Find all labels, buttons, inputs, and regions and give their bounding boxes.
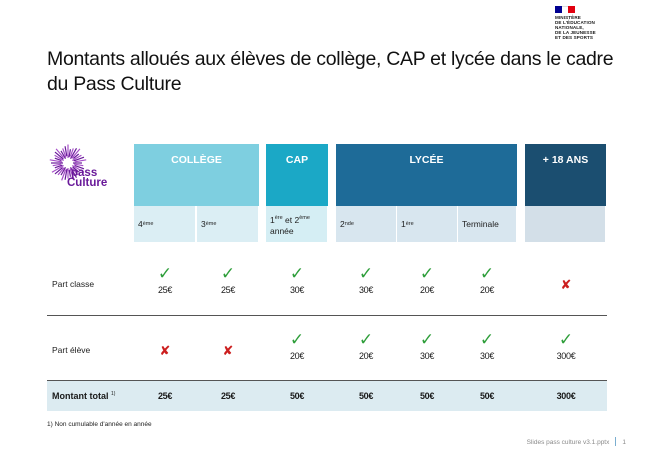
row-divider: [47, 315, 607, 316]
pass-culture-logo-icon: [49, 144, 87, 181]
level-2nde: 2 nde: [336, 206, 397, 242]
amount-value: 300€: [556, 351, 576, 361]
header-cap: CAP: [266, 144, 328, 206]
level-3eme-number: 3: [201, 219, 206, 229]
level-plus18-empty: [525, 206, 606, 242]
amount-value: 30€: [419, 351, 435, 361]
ministry-name: MINISTÈRE DE L'ÉDUCATION NATIONALE, DE L…: [555, 15, 596, 41]
amount-value: 30€: [289, 285, 305, 295]
check-icon: ✓: [220, 264, 236, 283]
row-divider: [47, 380, 607, 381]
pass-culture-logo-text: pass Culture: [67, 167, 107, 189]
check-icon: ✓: [479, 330, 495, 349]
classe-cell: ✘: [536, 278, 596, 291]
amount-value: 20€: [289, 351, 305, 361]
french-flag-icon: [555, 6, 576, 13]
classe-cell: ✓ 25€: [198, 265, 258, 295]
header-lycee: LYCÉE: [336, 144, 517, 206]
total-value: 50€: [289, 391, 305, 401]
level-cap-first-suffix: ère: [274, 215, 283, 221]
header-college-label: COLLÈGE: [171, 154, 222, 166]
total-value: 300€: [556, 391, 576, 401]
total-value: 25€: [220, 391, 236, 401]
level-1ere-number: 1: [401, 219, 406, 229]
footer-separator: [615, 437, 617, 446]
header-lycee-label: LYCÉE: [409, 154, 444, 166]
amount-value: 20€: [358, 351, 374, 361]
slide-footer: Slides pass culture v3.1.pptx 1: [527, 437, 626, 446]
level-1ere-suffix: ère: [405, 221, 414, 227]
total-footnote-ref: 1): [111, 391, 116, 397]
eleve-cell: ✘: [135, 344, 195, 357]
total-value: 50€: [419, 391, 435, 401]
total-value: 50€: [358, 391, 374, 401]
footer-filename: Slides pass culture v3.1.pptx: [526, 439, 610, 446]
total-row-label: Montant total 1): [52, 391, 115, 401]
level-cap-years: 1ère et 2ème année: [266, 206, 328, 242]
level-cap-second-suffix: ème: [299, 215, 310, 221]
cross-icon: ✘: [560, 277, 572, 292]
header-college: COLLÈGE: [134, 144, 259, 206]
check-icon: ✓: [289, 330, 305, 349]
check-icon: ✓: [419, 264, 435, 283]
level-2nde-number: 2: [340, 219, 345, 229]
cross-icon: ✘: [159, 343, 171, 358]
amount-value: 25€: [157, 285, 173, 295]
row-label-part-eleve: Part élève: [52, 345, 91, 355]
check-icon: ✓: [358, 330, 374, 349]
eleve-cell: ✘: [198, 344, 258, 357]
eleve-cell: ✓ 300€: [536, 331, 596, 361]
level-3eme: 3 ème: [197, 206, 259, 242]
total-label-text: Montant total: [52, 391, 109, 401]
eleve-cell: ✓ 30€: [397, 331, 457, 361]
eleve-cell: ✓ 20€: [336, 331, 396, 361]
logo-line-2: Culture: [67, 177, 108, 189]
level-2nde-suffix: nde: [344, 221, 354, 227]
level-cap-year-word: année: [270, 225, 294, 236]
level-cap-first-number: 1: [270, 214, 275, 225]
amount-value: 30€: [358, 285, 374, 295]
amount-value: 25€: [220, 285, 236, 295]
check-icon: ✓: [289, 264, 305, 283]
header-plus18-label: + 18 ANS: [542, 154, 589, 166]
level-4eme-suffix: ème: [142, 221, 154, 227]
page-number: 1: [622, 439, 626, 446]
level-cap-and-second: et 2: [282, 214, 300, 225]
classe-cell: ✓ 30€: [336, 265, 396, 295]
level-terminale-label: Terminale: [462, 219, 499, 229]
header-cap-label: CAP: [285, 154, 309, 166]
classe-cell: ✓ 20€: [457, 265, 517, 295]
total-value: 25€: [157, 391, 173, 401]
row-label-part-classe: Part classe: [52, 279, 95, 289]
total-row-background: [47, 381, 607, 411]
check-icon: ✓: [419, 330, 435, 349]
level-3eme-suffix: ème: [205, 221, 217, 227]
total-value: 50€: [479, 391, 495, 401]
amount-value: 20€: [479, 285, 495, 295]
level-1ere: 1 ère: [397, 206, 458, 242]
cross-icon: ✘: [222, 343, 234, 358]
amount-value: 30€: [479, 351, 495, 361]
check-icon: ✓: [479, 264, 495, 283]
slide-title: Montants alloués aux élèves de collège, …: [47, 48, 614, 95]
check-icon: ✓: [358, 264, 374, 283]
amount-value: 20€: [419, 285, 435, 295]
classe-cell: ✓ 25€: [135, 265, 195, 295]
eleve-cell: ✓ 20€: [267, 331, 327, 361]
ministry-logo: MINISTÈRE DE L'ÉDUCATION NATIONALE, DE L…: [555, 6, 625, 40]
level-4eme: 4 ème: [134, 206, 196, 242]
header-plus18: + 18 ANS: [525, 144, 606, 206]
pass-culture-logo: pass Culture: [49, 144, 125, 200]
classe-cell: ✓ 20€: [397, 265, 457, 295]
footnote: 1) Non cumulable d'année en année: [47, 421, 152, 428]
eleve-cell: ✓ 30€: [457, 331, 517, 361]
classe-cell: ✓ 30€: [267, 265, 327, 295]
check-icon: ✓: [558, 330, 574, 349]
logo-line-1: pass: [71, 167, 98, 179]
check-icon: ✓: [157, 264, 173, 283]
level-terminale: Terminale: [458, 206, 517, 242]
level-4eme-number: 4: [138, 219, 143, 229]
